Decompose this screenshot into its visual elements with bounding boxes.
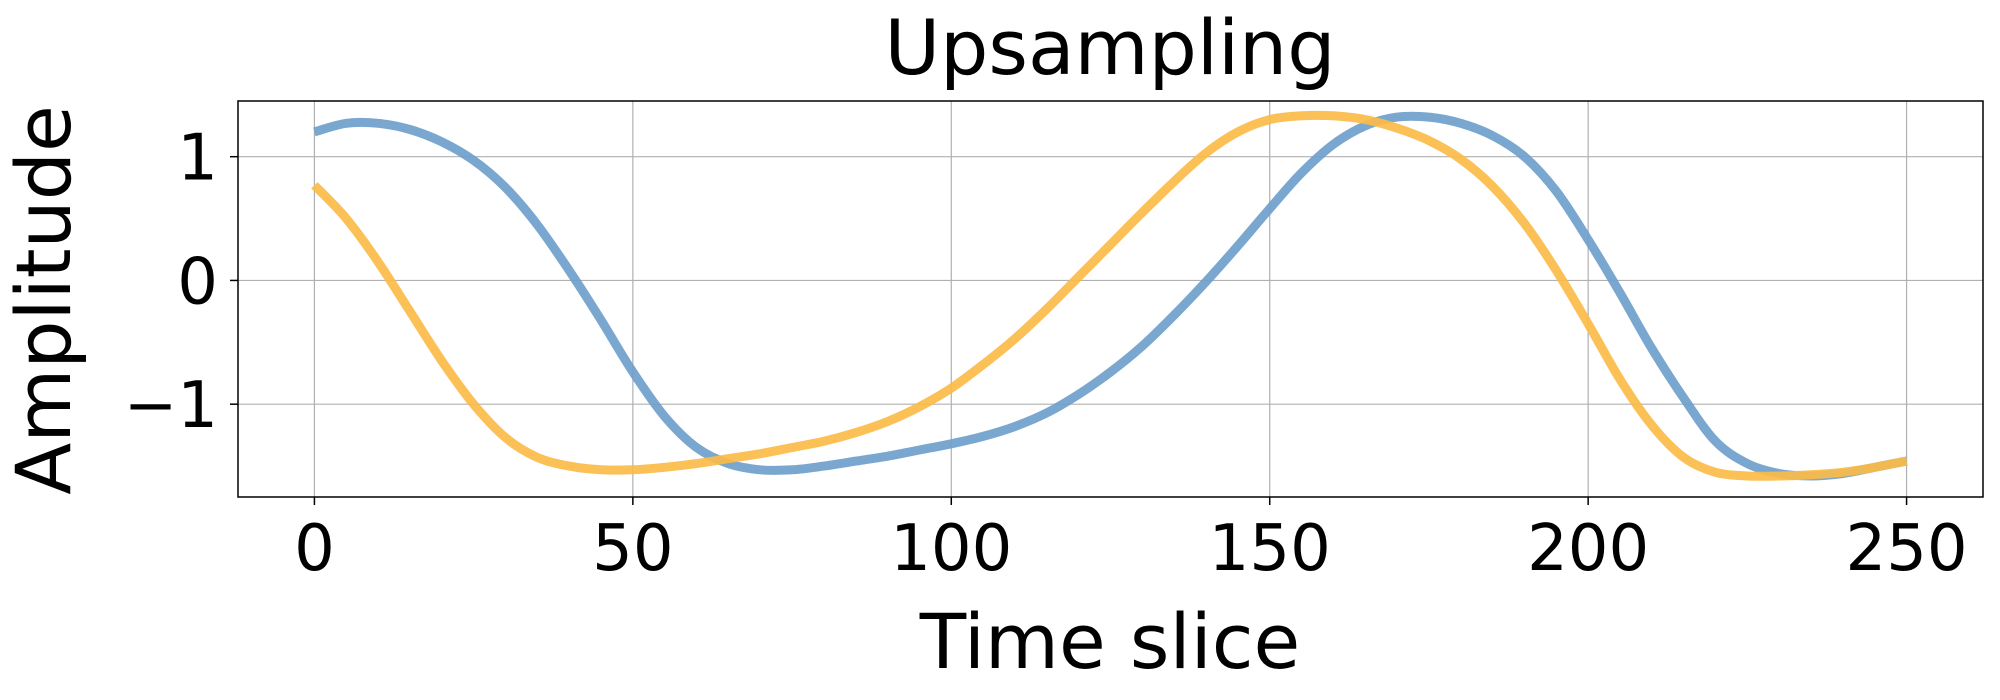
x-tick-label: 200	[1527, 512, 1649, 586]
x-tick-label: 250	[1845, 512, 1967, 586]
x-tick-label: 150	[1209, 512, 1331, 586]
plot-frame	[237, 100, 1984, 498]
chart-title: Upsampling	[885, 3, 1336, 92]
y-axis-ticks: 1 0 −1	[124, 122, 238, 443]
x-axis-ticks: 0 50 100 150 200 250	[294, 497, 1968, 586]
x-tick-label: 0	[294, 512, 335, 586]
y-tick-label: 0	[177, 245, 218, 319]
y-tick-label: 1	[177, 122, 218, 196]
y-tick-label: −1	[124, 369, 218, 443]
x-tick-label: 50	[592, 512, 673, 586]
y-axis-label: Amplitude	[0, 105, 88, 494]
x-axis-label: Time slice	[919, 597, 1301, 686]
series-line-2	[311, 110, 1908, 481]
x-tick-label: 100	[890, 512, 1012, 586]
series-group	[311, 110, 1908, 481]
series-line-1	[313, 111, 1908, 481]
